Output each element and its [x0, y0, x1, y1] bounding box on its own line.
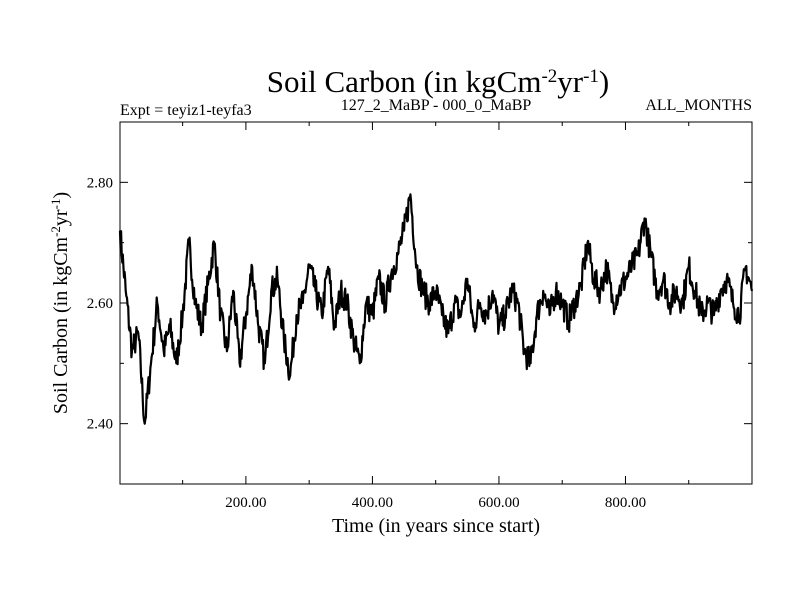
y-tick-label: 2.40: [87, 417, 113, 433]
y-tick-label: 2.60: [87, 296, 113, 312]
chart-title: Soil Carbon (in kgCm-2yr-1): [267, 64, 610, 99]
x-axis-label: Time (in years since start): [332, 515, 540, 537]
x-tick-label: 600.00: [478, 495, 519, 511]
x-tick-label: 200.00: [225, 495, 266, 511]
series-line-soil-carbon: [118, 193, 754, 425]
subtitle-period: 127_2_MaBP - 000_0_MaBP: [341, 97, 532, 114]
x-tick-label: 800.00: [605, 495, 646, 511]
y-tick-label: 2.80: [87, 175, 113, 191]
y-axis-label: Soil Carbon (in kgCm-2yr-1): [48, 192, 73, 414]
plot-frame: [119, 121, 753, 485]
subtitle-expt: Expt = teyiz1-teyfa3: [120, 102, 252, 119]
x-axis-ticks: 200.00 400.00 600.00 800.00: [182, 122, 690, 511]
subtitle-months: ALL_MONTHS: [645, 97, 752, 114]
y-axis-ticks: 2.40 2.60 2.80: [87, 121, 752, 485]
x-tick-label: 400.00: [352, 495, 393, 511]
